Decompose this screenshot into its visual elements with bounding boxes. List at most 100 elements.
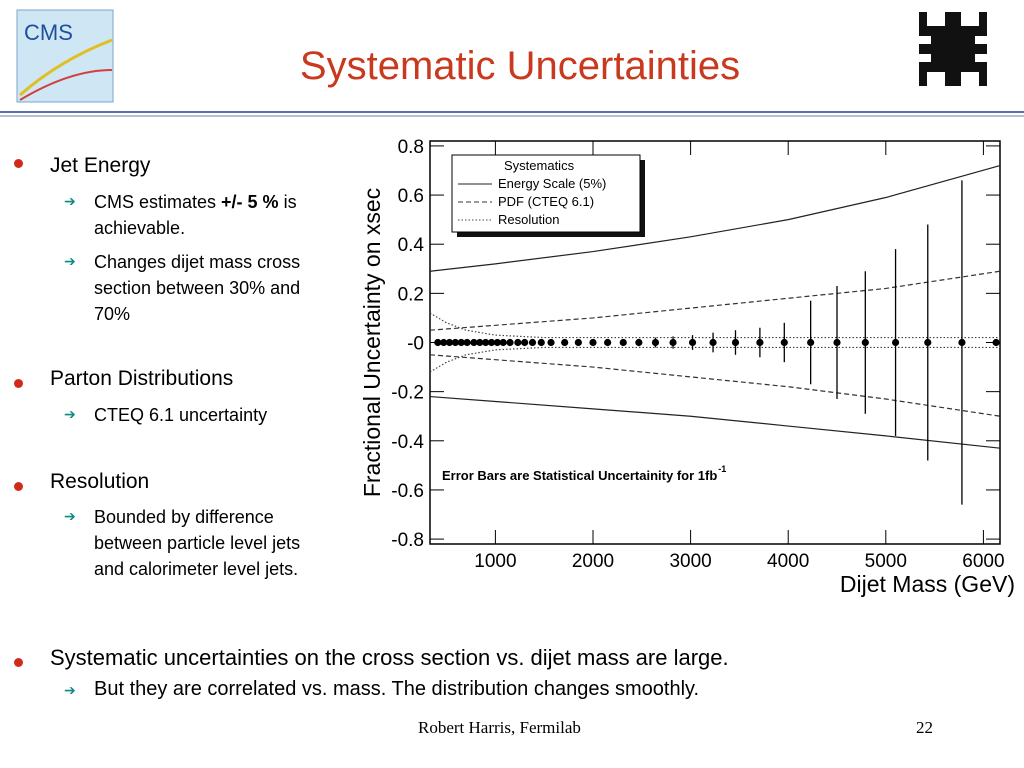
x-axis-label: Dijet Mass (GeV) [840, 571, 1015, 597]
x-tick-label: 2000 [572, 551, 614, 572]
legend-box [451, 154, 641, 233]
sub-bullet: But they are correlated vs. mass. The di… [94, 678, 700, 700]
text: is achievable. [94, 192, 297, 238]
data-point [463, 338, 471, 347]
data-point [688, 338, 697, 347]
data-point [807, 338, 815, 347]
data-point [561, 338, 569, 347]
data-point [482, 338, 490, 347]
slide-title: Systematic Uncertainties [299, 44, 741, 88]
header-graphics: CMS [0, 9, 1024, 117]
bullet [14, 375, 23, 393]
x-tick-label: 1000 [474, 551, 516, 572]
logo-text: CMS [24, 20, 73, 45]
data-point [833, 338, 841, 347]
y-tick-label: -0.6 [391, 481, 424, 502]
legend-title: Systematics [504, 158, 575, 173]
data-point [457, 338, 465, 347]
bullet-dot [14, 379, 23, 388]
annotation: Error Bars are Statistical Uncertainity … [442, 468, 717, 483]
x-tick-label: 5000 [865, 551, 907, 572]
bullet-dot [14, 482, 23, 491]
bullet [14, 155, 23, 173]
sub-bullet: CTEQ 6.1 uncertainty [94, 405, 268, 425]
arrow: ➔ [64, 406, 76, 422]
bullet-text: Parton Distributions [50, 367, 234, 390]
data-point [891, 338, 900, 347]
arrow: ➔ [64, 253, 76, 269]
y-tick-label: -0.2 [391, 383, 424, 404]
legend-label: Energy Scale (5%) [498, 176, 606, 191]
footer-author: Robert Harris, Fermilab [418, 718, 581, 737]
data-point [514, 338, 522, 347]
bullet-dot [14, 159, 23, 168]
cms-logo [16, 9, 114, 103]
x-tick-label: 6000 [962, 551, 1004, 572]
bullet [14, 654, 23, 672]
data-point [861, 338, 869, 347]
data-point [470, 338, 478, 347]
y-tick-label: 0.4 [398, 235, 425, 256]
data-point [604, 338, 612, 347]
sub-bullet: Changes dijet mass cross section between… [94, 252, 301, 324]
data-point [451, 338, 459, 347]
data-point [651, 338, 660, 347]
bullet-dot [14, 658, 23, 667]
x-tick-label: 3000 [669, 551, 711, 572]
data-point [528, 338, 537, 347]
data-point [440, 338, 448, 347]
chart: -0.8 -0.6 -0.4 -0.2 -0 0.2 0.4 0.6 0.8 1000 2000 30… [359, 137, 1015, 597]
text: CMS estimates [94, 192, 222, 212]
bullet-text: Systematic uncertainties on the cross se… [50, 645, 729, 670]
curve [429, 270, 1001, 331]
data-point [958, 338, 966, 347]
arrow: ➔ [64, 682, 76, 698]
data-point [635, 338, 643, 347]
bullet [14, 478, 23, 496]
y-tick-label: 0.8 [398, 137, 424, 158]
logo-track [19, 69, 113, 101]
logo-track [19, 38, 113, 97]
data-point [589, 338, 597, 347]
page-number: 22 [916, 718, 933, 737]
data-point [521, 338, 529, 347]
bold-text: +/- 5 % [221, 192, 279, 212]
data-point [992, 338, 1000, 347]
data-point [709, 338, 717, 347]
bullet-text: Jet Energy [50, 154, 151, 177]
data-point [445, 338, 454, 347]
x-tick-label: 4000 [767, 551, 809, 572]
data-point [506, 338, 514, 347]
curve [429, 164, 1001, 272]
y-tick-label: 0.6 [398, 186, 424, 207]
arrow: ➔ [64, 508, 76, 524]
y-tick-label: 0.2 [398, 284, 424, 305]
data-point [574, 338, 582, 347]
annotation-superscript: -1 [718, 464, 726, 474]
legend-label: PDF (CTEQ 6.1) [498, 194, 594, 209]
data-point [756, 338, 764, 347]
arrow: ➔ [64, 193, 76, 209]
data-point [499, 338, 507, 347]
y-tick-label: -0.4 [391, 432, 424, 453]
y-tick-label: -0 [407, 334, 424, 355]
y-tick-label: -0.8 [391, 530, 424, 551]
bullet-text: Resolution [50, 470, 150, 493]
fermilab-logo [919, 12, 987, 86]
data-point [476, 338, 484, 347]
data-point [434, 338, 442, 347]
data-point [780, 338, 788, 347]
sub-bullet: CMS estimates +/- 5 % is achievable. [94, 189, 329, 241]
data-point [493, 338, 501, 347]
legend-label: Resolution [498, 212, 559, 227]
curve [429, 395, 1001, 449]
data-point [487, 338, 496, 347]
data-point [924, 338, 932, 347]
curve [429, 354, 1001, 417]
data-point [537, 338, 545, 347]
data-point [547, 338, 555, 347]
sub-bullet: Bounded by difference between particle l… [94, 507, 301, 579]
data-point [619, 338, 627, 347]
data-point [731, 338, 740, 347]
